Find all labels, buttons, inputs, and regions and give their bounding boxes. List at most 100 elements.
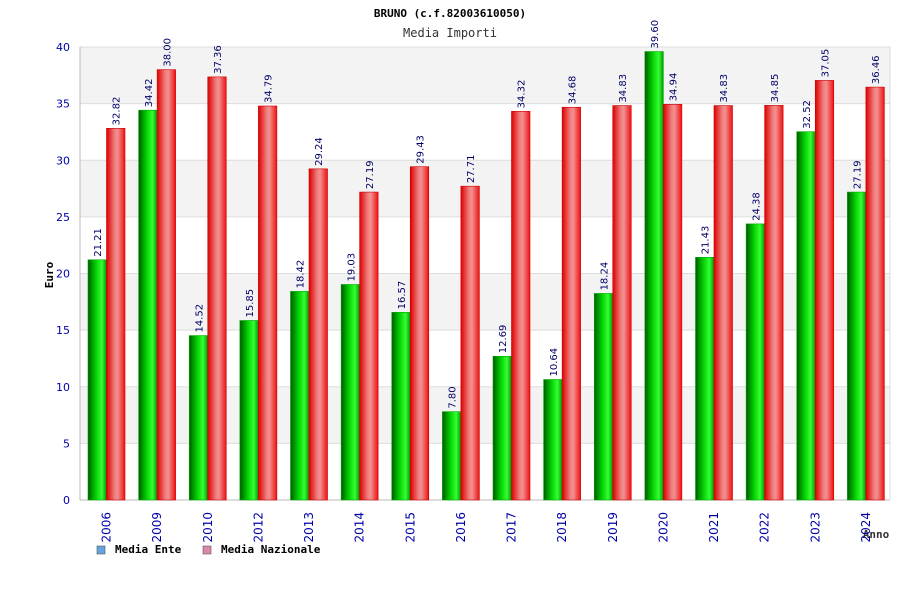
- x-tick-label: 2006: [100, 512, 114, 543]
- y-tick-label: 25: [56, 211, 70, 224]
- plot-band: [80, 47, 890, 104]
- bar-media-ente-2010: [188, 335, 209, 501]
- bar-media-nazionale-2016: [460, 185, 480, 501]
- x-tick-label: 2009: [150, 512, 164, 543]
- y-tick-label: 20: [56, 268, 70, 281]
- bar-media-ente-2015: [391, 312, 411, 501]
- legend-label-media-nazionale: Media Nazionale: [221, 543, 321, 556]
- bar-media-ente-2019: [593, 293, 614, 501]
- y-axis: 0 5 10 15 20 25 30 35 40: [56, 41, 70, 507]
- bar-value-label: 10.64: [549, 348, 560, 377]
- bar-value-label: 27.71: [466, 155, 477, 184]
- bar-media-nazionale-2021: [713, 105, 733, 501]
- x-tick-label: 2014: [353, 512, 367, 543]
- bar-media-nazionale-2009: [156, 69, 176, 501]
- bar-value-label: 18.24: [600, 262, 611, 291]
- bar-media-ente-2012: [239, 320, 259, 501]
- bar-media-ente-2018: [543, 379, 563, 501]
- legend-swatch-media-nazionale: [202, 545, 212, 555]
- chart-subtitle: Media Importi: [403, 26, 497, 40]
- bar-media-nazionale-2023: [814, 80, 835, 501]
- bar-media-ente-2014: [340, 284, 360, 501]
- bar-value-label: 32.82: [112, 97, 123, 126]
- bar-media-nazionale-2006: [106, 128, 126, 501]
- bar-value-label: 38.00: [162, 38, 173, 67]
- bar-value-label: 16.57: [397, 281, 408, 310]
- legend: Media Ente Media Nazionale: [96, 543, 321, 556]
- x-tick-label: 2021: [707, 512, 721, 543]
- y-tick-label: 35: [56, 98, 70, 111]
- x-tick-label: 2017: [505, 512, 519, 543]
- x-tick-label: 2016: [454, 512, 468, 543]
- legend-swatch-media-ente: [96, 545, 106, 555]
- bar-value-label: 37.36: [213, 45, 224, 74]
- bar-media-nazionale-2014: [359, 191, 379, 501]
- y-tick-label: 40: [56, 41, 70, 54]
- bar-value-label: 39.60: [650, 20, 661, 49]
- bar-media-ente-2023: [796, 131, 816, 501]
- x-tick-label: 2010: [201, 512, 215, 543]
- bar-media-nazionale-2015: [409, 166, 430, 501]
- data-labels: 21.21 32.82 34.42 38.00 14.52 37.36 15.85 34.79…: [93, 20, 882, 409]
- bar-value-label: 14.52: [195, 304, 206, 333]
- bar-media-nazionale-2010: [207, 76, 227, 501]
- x-tick-label: 2024: [859, 512, 873, 543]
- bar-media-nazionale-2017: [511, 111, 531, 501]
- bar-value-label: 36.46: [871, 55, 882, 84]
- bar-media-ente-2009: [138, 109, 158, 501]
- y-axis-label: Euro: [43, 261, 56, 288]
- bar-value-label: 34.32: [517, 80, 528, 109]
- bar-media-ente-2013: [290, 291, 310, 501]
- bar-value-label: 27.19: [365, 160, 376, 189]
- x-tick-label: 2023: [808, 512, 822, 543]
- x-tick-label: 2022: [758, 512, 772, 543]
- bar-media-nazionale-2012: [258, 105, 278, 501]
- y-tick-label: 15: [56, 324, 70, 337]
- bar-value-label: 34.68: [567, 76, 578, 105]
- bar-media-ente-2022: [745, 223, 765, 501]
- bar-value-label: 29.43: [416, 135, 427, 164]
- bar-value-label: 21.21: [93, 228, 104, 257]
- bar-value-label: 34.83: [719, 74, 730, 103]
- bar-media-nazionale-2018: [561, 106, 581, 501]
- x-tick-label: 2020: [656, 512, 670, 543]
- x-tick-label: 2019: [606, 512, 620, 543]
- bar-value-label: 12.69: [498, 325, 509, 354]
- x-tick-label: 2015: [403, 512, 417, 543]
- y-tick-label: 5: [63, 437, 70, 450]
- bar-value-label: 34.83: [618, 74, 629, 103]
- bar-media-nazionale-2019: [612, 105, 632, 501]
- bar-media-nazionale-2024: [865, 86, 885, 501]
- bar-value-label: 34.79: [264, 74, 275, 103]
- bar-value-label: 34.85: [770, 74, 781, 103]
- bar-value-label: 24.38: [751, 192, 762, 221]
- bar-value-label: 37.05: [821, 49, 832, 78]
- bar-media-ente-2021: [695, 257, 715, 501]
- bar-media-nazionale-2022: [764, 105, 784, 501]
- bar-value-label: 32.52: [802, 100, 813, 129]
- bar-value-label: 27.19: [853, 160, 864, 189]
- bar-media-nazionale-2020: [663, 104, 683, 501]
- bar-media-ente-2024: [847, 191, 867, 501]
- y-tick-label: 10: [56, 381, 70, 394]
- legend-label-media-ente: Media Ente: [115, 543, 182, 556]
- bar-media-ente-2006: [87, 259, 107, 501]
- x-axis: 2006 2009 2010 2012 2013 2014 2015 2016 2017 2018…: [100, 512, 873, 543]
- bar-value-label: 15.85: [245, 289, 256, 318]
- bar-value-label: 29.24: [314, 137, 325, 166]
- y-tick-label: 30: [56, 154, 70, 167]
- x-axis-label: Anno: [863, 528, 890, 541]
- x-tick-label: 2012: [251, 512, 265, 543]
- bar-value-label: 7.80: [448, 386, 459, 408]
- x-tick-label: 2018: [555, 512, 569, 543]
- bar-value-label: 19.03: [346, 253, 357, 282]
- chart-title: BRUNO (c.f.82003610050): [374, 7, 526, 20]
- x-tick-label: 2013: [302, 512, 316, 543]
- bar-media-nazionale-2013: [308, 168, 328, 501]
- bar-media-ente-2016: [442, 411, 462, 501]
- bar-value-label: 18.42: [296, 260, 307, 289]
- bar-media-ente-2017: [492, 355, 512, 501]
- bar-value-label: 34.42: [144, 79, 155, 108]
